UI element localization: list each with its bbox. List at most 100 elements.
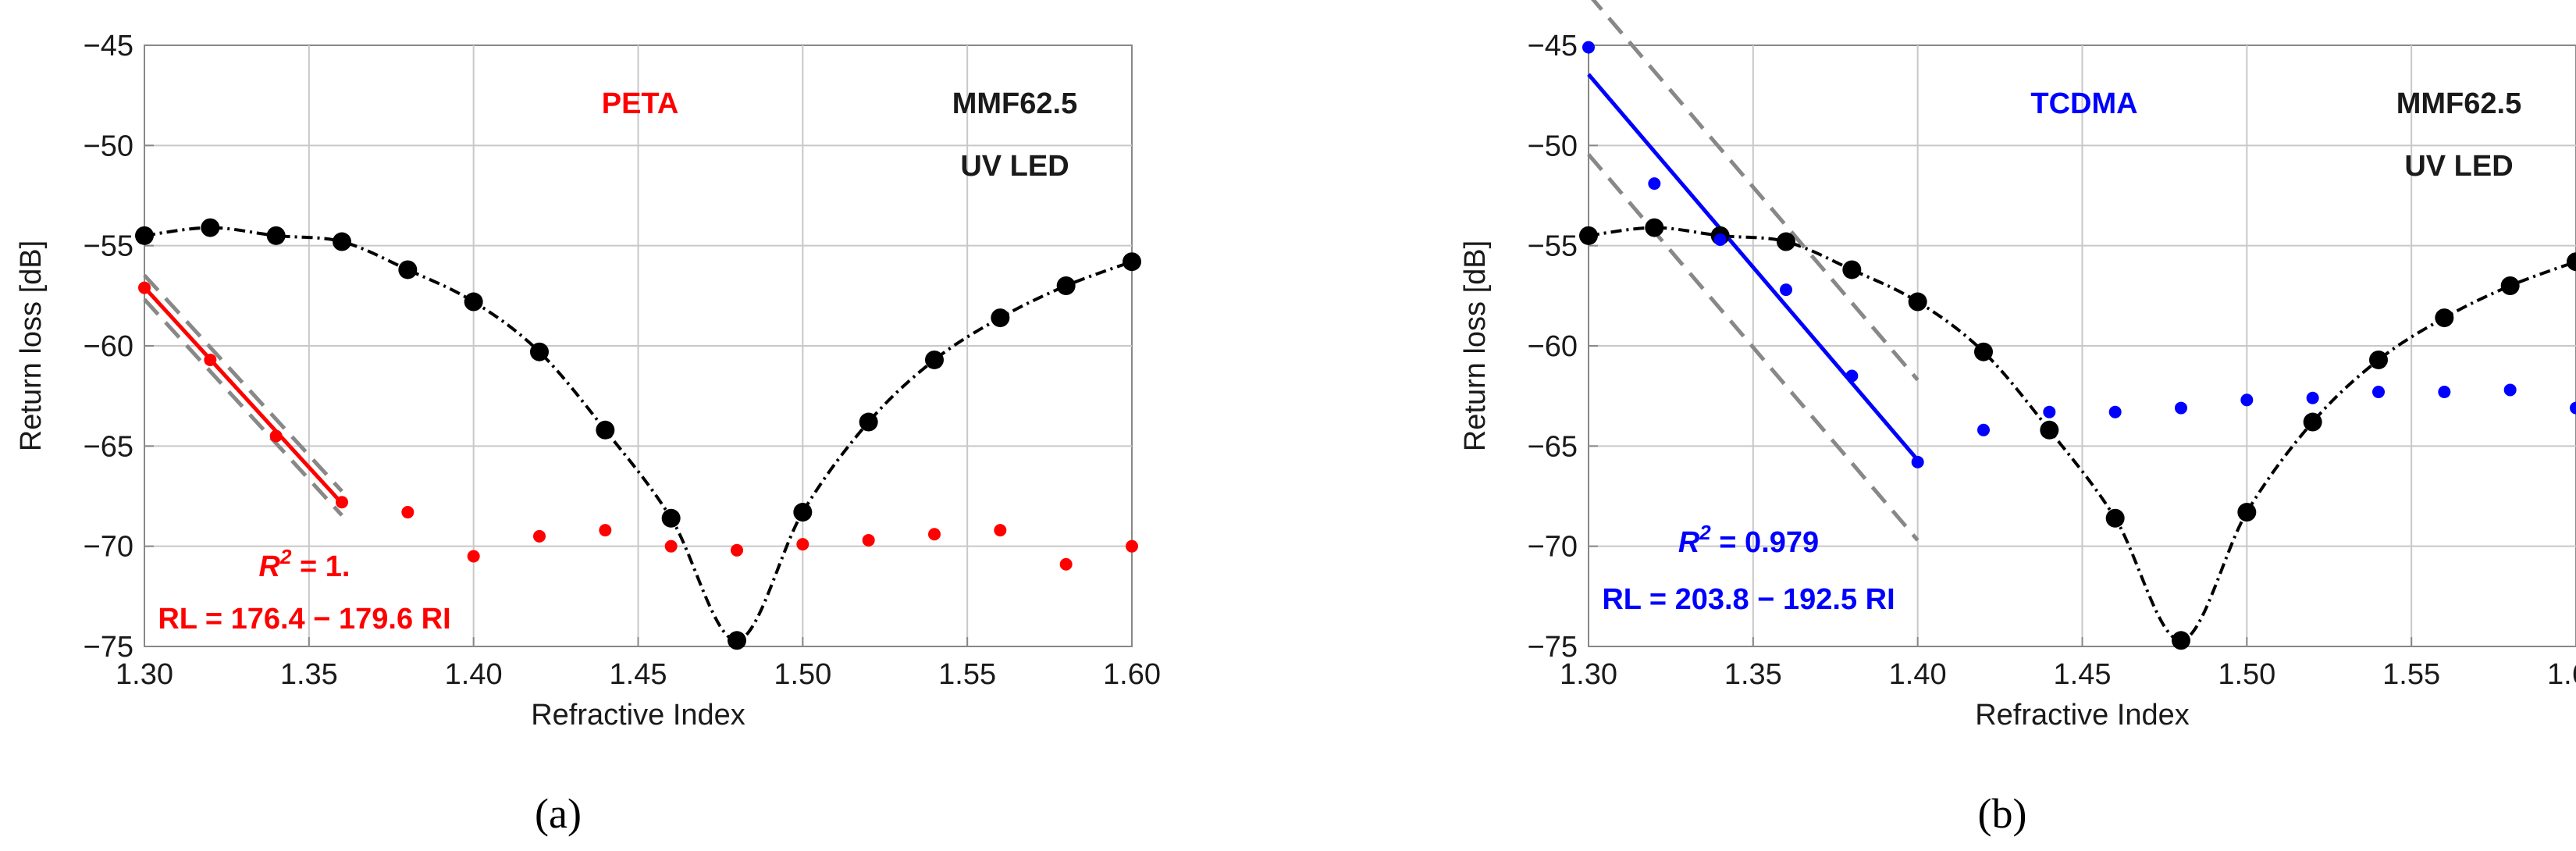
panel-b-confidence-bound	[1587, 153, 1920, 542]
panel-b-reference-point	[1974, 342, 1993, 361]
panel-b-x-tick-label: 1.35	[1724, 658, 1782, 691]
panel-a-sample-point	[731, 543, 743, 557]
panel-a-y-tick-label: −55	[84, 230, 133, 263]
panel-a-ticks: 1.30 1.35 1.40 1.45 1.50 1.55 1.60 −75 −70 −65 −60…	[84, 30, 1161, 691]
panel-a-series	[135, 218, 1141, 650]
panel-a-reference-point	[793, 503, 813, 522]
panel-b-reference-point	[2237, 503, 2257, 522]
panel-b-sample-point	[1780, 283, 1792, 297]
panel-a-x-tick-label: 1.50	[774, 658, 831, 691]
panel-b-reference-point	[2172, 631, 2190, 650]
panel-a-y-tick-label: −70	[84, 531, 133, 564]
panel-b-y-tick-label: −50	[1528, 130, 1578, 162]
panel-a-caption: (a)	[535, 790, 582, 837]
panel-a-sample-point	[599, 524, 612, 537]
panel-a-x-tick-label: 1.35	[280, 658, 338, 691]
panel-b-series	[1579, 0, 2576, 650]
panel-a-sample-point	[533, 529, 546, 543]
panel-b-x-tick-label: 1.45	[2054, 658, 2112, 691]
panel-a-confidence-bound	[143, 297, 343, 517]
panel-a-x-tick-label: 1.60	[1103, 658, 1161, 691]
panel-b-caption: (b)	[1978, 790, 2027, 837]
panel-a-y-tick-label: −60	[84, 330, 133, 363]
panel-a-x-tick-label: 1.30	[116, 658, 173, 691]
panel-a-y-tick-label: −75	[84, 631, 133, 664]
panel-b-ticks: 1.30 1.35 1.40 1.45 1.50 1.55 1.60 −75 −70 −65 −60…	[1528, 30, 2576, 691]
panel-a-sample-point	[336, 496, 348, 509]
panel-a-reference-point	[398, 260, 418, 280]
panel-b-sample-point	[2175, 401, 2187, 415]
panel-a-y-axis-label: Return loss [dB]	[15, 240, 48, 451]
panel-b-x-tick-label: 1.60	[2547, 658, 2576, 691]
panel-a-sample-point	[928, 528, 941, 541]
panel-b-sample-point	[2503, 383, 2517, 397]
panel-b-reference-point	[2435, 308, 2454, 328]
panel-b-source-label: UV LED	[2404, 150, 2513, 183]
panel-a-reference-point	[201, 218, 220, 237]
panel-a-x-tick-label: 1.40	[445, 658, 503, 691]
panel-b-r-squared: R2 = 0.979	[1678, 521, 1819, 559]
panel-b-sample-point	[2306, 391, 2319, 404]
panel-a-sample-point	[664, 539, 678, 553]
panel-a-reference-point	[925, 350, 944, 369]
panel-a-r2-symbol: R	[259, 550, 281, 583]
panel-b-sample-name: TCDMA	[2030, 87, 2137, 120]
panel-b-sample-point	[1845, 369, 1859, 383]
panel-a-r2-exponent: 2	[279, 545, 292, 568]
panel-b-x-axis-label: Refractive Index	[1975, 699, 2190, 732]
panel-a-x-tick-label: 1.55	[938, 658, 996, 691]
panel-b-r2-symbol: R	[1678, 526, 1700, 559]
panel-b-r2-exponent: 2	[1699, 521, 1711, 544]
panel-a-fit-line	[143, 286, 343, 505]
panel-a-r2-value: = 1.	[291, 550, 350, 583]
panel-a-reference-point	[135, 226, 154, 245]
panel-b-sample-point	[1648, 177, 1661, 190]
panel-b-x-tick-label: 1.40	[1889, 658, 1947, 691]
panel-b-reference-point	[1579, 226, 1598, 245]
panel-a-sample-point	[796, 538, 809, 551]
panel-a-reference-point	[266, 226, 286, 245]
panel-b-y-axis-label: Return loss [dB]	[1459, 240, 1492, 451]
panel-b-fit-equation: RL = 203.8 − 192.5 RI	[1602, 583, 1895, 616]
panel-a-reference-point	[530, 342, 549, 361]
panel-a-reference-point	[1056, 276, 1076, 295]
panel-b-y-tick-label: −60	[1528, 330, 1578, 363]
panel-b-x-tick-label: 1.50	[2218, 658, 2275, 691]
panel-b-reference-point	[2303, 412, 2322, 432]
panel-b-y-tick-label: −75	[1528, 631, 1578, 664]
panel-b-sample-point	[1911, 455, 1924, 468]
panel-b-sample-point	[2108, 405, 2122, 418]
panel-a-reference-point	[991, 308, 1010, 328]
panel-b-chart: 1.30 1.35 1.40 1.45 1.50 1.55 1.60 −75 −70 −65 −60…	[1459, 0, 2576, 837]
panel-a-sample-point	[1059, 557, 1073, 571]
panel-a-sample-point	[994, 524, 1007, 537]
panel-b-fit-line	[1587, 73, 1920, 461]
panel-b-sample-point	[1582, 41, 1595, 54]
panel-b-reference-point	[1908, 292, 1927, 312]
panel-b-grid	[1589, 45, 2576, 646]
panel-b-y-tick-label: −55	[1528, 230, 1578, 263]
panel-a-sample-point	[269, 429, 283, 443]
panel-a-y-tick-label: −65	[84, 430, 133, 463]
panel-b-sample-point	[2043, 405, 2056, 418]
panel-a-sample-point	[862, 533, 875, 547]
panel-a-sample-point	[401, 506, 415, 519]
panel-a-fit-equation: RL = 176.4 − 179.6 RI	[158, 603, 450, 636]
panel-a-reference-point	[661, 508, 681, 528]
panel-b-y-tick-label: −45	[1528, 30, 1578, 62]
panel-b-reference-point	[2040, 420, 2059, 440]
panel-b-x-tick-label: 1.55	[2382, 658, 2440, 691]
panel-a-reference-point	[333, 232, 351, 251]
panel-a-x-axis-label: Refractive Index	[531, 699, 745, 732]
panel-a-sample-point	[204, 353, 217, 366]
panel-b-reference-point	[2105, 508, 2125, 528]
panel-a-chart: 1.30 1.35 1.40 1.45 1.50 1.55 1.60 −75 −70 −65 −60…	[15, 30, 1161, 837]
panel-b-reference-point	[2567, 252, 2576, 272]
panel-a-grid	[144, 45, 1132, 646]
panel-a-x-tick-label: 1.45	[610, 658, 667, 691]
panel-b-x-tick-label: 1.30	[1560, 658, 1617, 691]
panel-b-sample-point	[1977, 423, 1990, 436]
panel-a-sample-point	[467, 550, 480, 563]
panel-a-sample-name: PETA	[602, 87, 679, 120]
